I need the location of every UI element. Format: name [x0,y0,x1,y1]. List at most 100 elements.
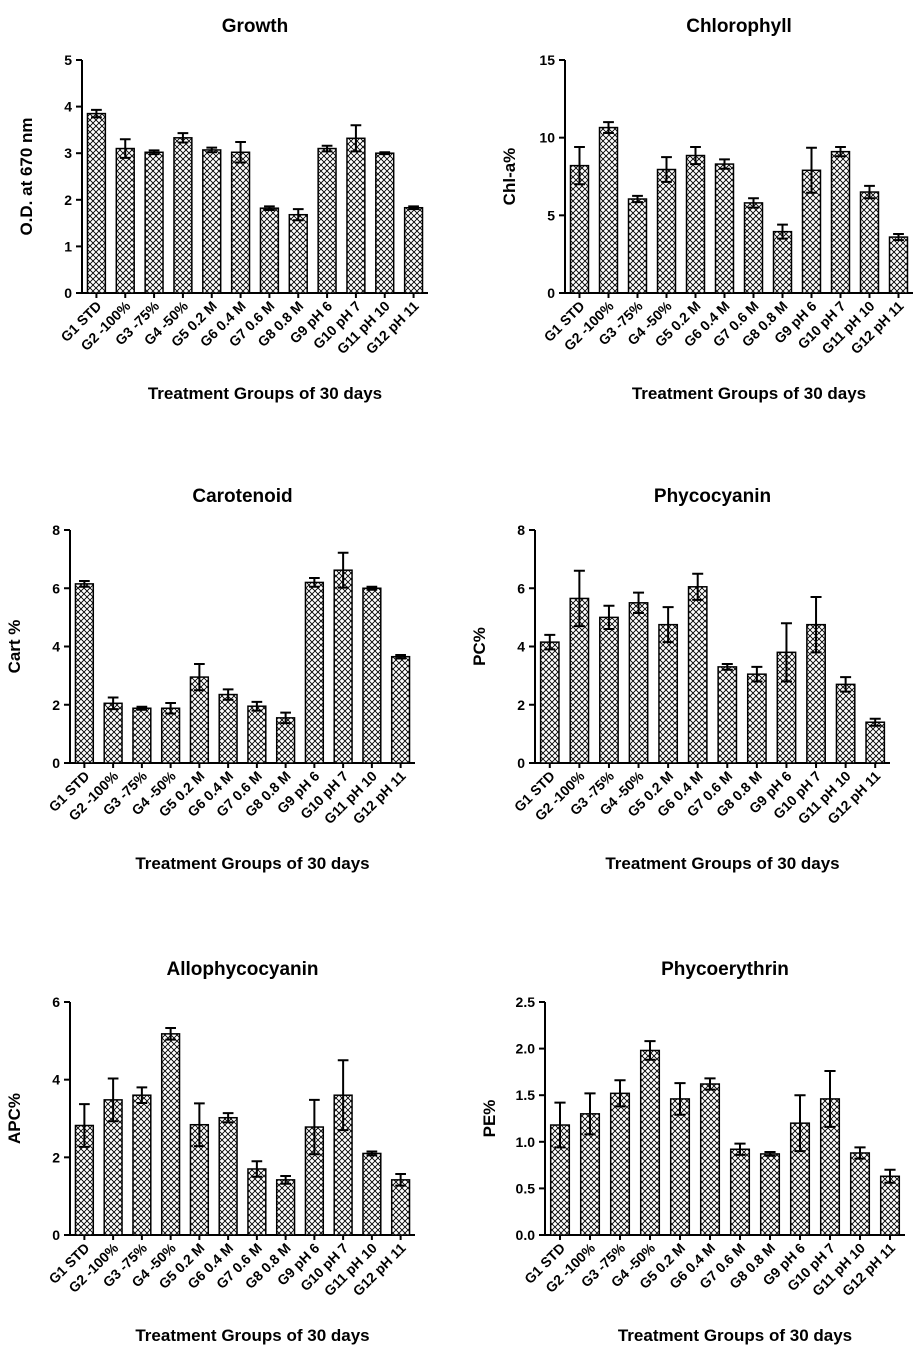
y-tick-label: 2.5 [516,994,536,1010]
error-bar [194,662,205,692]
error-bar [734,1142,746,1156]
error-bar [264,205,275,212]
error-bar [350,124,362,153]
error-bar [222,688,234,701]
error-bar [292,208,304,222]
bar [729,1148,751,1236]
y-axis-label: APC% [5,1093,24,1144]
bar [627,198,648,294]
bar [656,168,677,294]
y-tick-label: 8 [52,522,60,538]
error-bar [222,1112,234,1124]
y-tick-label: 4 [52,639,60,655]
bar [609,1092,631,1236]
error-bar [644,1040,656,1061]
x-axis-label: Treatment Groups of 30 days [618,1326,852,1345]
bar [218,1116,238,1236]
bar [746,673,767,764]
bar [390,1179,411,1236]
y-tick-label: 2 [517,697,525,713]
bar [865,721,886,764]
error-bar [840,676,852,693]
y-axis-label: Cart % [5,620,24,674]
error-bar [794,1094,806,1153]
x-axis-label: Treatment Groups of 30 days [135,854,369,873]
error-bar [603,121,614,135]
y-tick-label: 2 [64,192,72,208]
bar [115,147,135,294]
error-bar [864,184,875,200]
bar [160,707,181,764]
bar [160,1033,181,1236]
y-axis-label: O.D. at 670 nm [17,117,36,235]
error-bar [810,595,822,654]
bar [859,191,880,294]
error-bar [573,569,585,628]
y-tick-label: 2.0 [516,1041,536,1057]
bar [879,1175,901,1236]
bar [685,154,706,294]
y-tick-label: 1.5 [516,1087,536,1103]
error-bar [661,156,672,183]
bar [362,587,382,764]
bar [275,1179,296,1236]
y-tick-label: 0 [517,755,525,771]
bar [275,717,296,764]
y-tick-label: 0 [547,285,555,301]
error-bar [136,1086,148,1104]
y-tick-label: 6 [52,580,60,596]
error-bar [780,622,792,683]
error-bar [869,717,881,727]
y-tick-label: 8 [517,522,525,538]
y-tick-label: 4 [52,1072,60,1088]
error-bar [777,223,788,240]
bar [362,1152,382,1236]
error-bar [309,1098,320,1156]
y-tick-label: 0 [52,755,60,771]
error-bar [165,702,176,715]
y-tick-label: 3 [64,145,72,161]
x-axis-label: Treatment Groups of 30 days [148,384,382,403]
bar [390,655,411,764]
bar [202,149,222,294]
y-tick-label: 0 [64,285,72,301]
error-bar [748,197,759,209]
error-bar [79,579,90,588]
bar [259,207,280,294]
error-bar [835,145,846,158]
bar [346,137,366,294]
bar [849,1152,871,1236]
error-bar [704,1077,716,1091]
y-tick-label: 6 [52,994,60,1010]
y-tick-label: 15 [539,52,555,68]
error-bar [235,141,246,164]
error-bar [119,138,131,159]
bar [628,602,649,764]
bar [333,569,353,764]
error-bar [136,705,148,711]
bar [639,1049,661,1236]
error-bar [280,1174,291,1185]
bar [403,206,424,294]
y-tick-label: 4 [64,99,72,115]
error-bar [632,194,643,204]
y-axis-label: PC% [470,627,489,666]
error-bar [337,1059,349,1132]
bar [835,683,856,764]
error-bar [719,158,730,170]
error-bar [662,606,674,644]
error-bar [692,572,704,601]
error-bar [674,1082,686,1116]
y-tick-label: 10 [539,130,555,146]
bar [772,230,793,294]
error-bar [194,1102,205,1148]
chart-title: Phycoerythrin [661,959,789,980]
y-tick-label: 1.0 [516,1134,536,1150]
x-axis-label: Treatment Groups of 30 days [135,1326,369,1345]
